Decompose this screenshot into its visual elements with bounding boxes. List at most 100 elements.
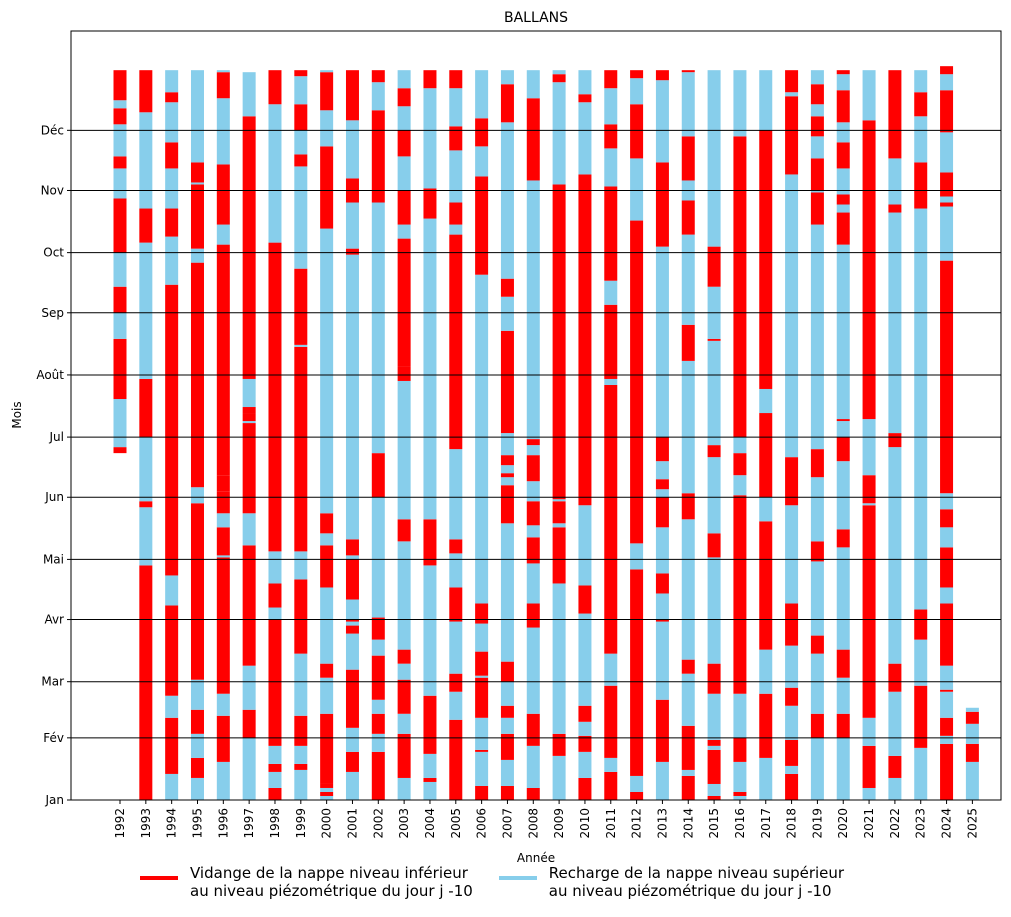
bar-segment-2000-vidange — [320, 146, 334, 229]
bar-segment-2007-vidange — [500, 455, 514, 466]
bar-segment-2010-recharge — [578, 613, 592, 706]
bar-segment-2017-vidange — [759, 521, 773, 650]
bar-segment-2024-vidange — [940, 547, 954, 588]
legend-item-vidange: Vidange de la nappe niveau inférieur au … — [140, 864, 473, 900]
bar-segment-2005-vidange — [449, 539, 463, 554]
bar-segment-2003-recharge — [397, 541, 411, 650]
bar-segment-2007-recharge — [500, 717, 514, 734]
bar-segment-1997-vidange — [242, 116, 256, 379]
bar-segment-2023-recharge — [914, 70, 928, 93]
bar-segment-2021-vidange — [862, 745, 876, 788]
bar-segment-2011-vidange — [604, 186, 618, 281]
bar-segment-2020-vidange — [836, 713, 850, 738]
bar-segment-2000-vidange — [320, 72, 334, 111]
bar-segment-2015-recharge — [707, 557, 721, 664]
bar-segment-2009-recharge — [552, 583, 566, 734]
bar-segment-2018-recharge — [785, 705, 799, 740]
y-tick-label: Août — [36, 368, 64, 382]
x-tick-label: 2017 — [759, 808, 773, 839]
bar-segment-2015-recharge — [707, 783, 721, 796]
bar-segment-2013-vidange — [655, 573, 669, 594]
bar-segment-2000-recharge — [320, 110, 334, 147]
bar-segment-1999-vidange — [294, 104, 308, 131]
bar-segment-2020-recharge — [836, 168, 850, 195]
bar-segment-2010-vidange — [578, 174, 592, 506]
bar-segment-2002-vidange — [371, 617, 385, 640]
bar-segment-2014-vidange — [681, 775, 695, 800]
bar-segment-2015-vidange — [707, 663, 721, 694]
bar-segment-2003-recharge — [397, 663, 411, 680]
x-tick-label: 2023 — [914, 808, 928, 839]
bar-segment-1999-vidange — [294, 715, 308, 746]
bar-segment-2006-recharge — [475, 274, 489, 604]
x-tick-label: 2024 — [940, 808, 954, 839]
bar-segment-2005-recharge — [449, 553, 463, 588]
bar-segment-1998-vidange — [268, 242, 282, 552]
bar-segment-2003-recharge — [397, 106, 411, 131]
x-tick-label: 1993 — [139, 808, 153, 839]
bar-segment-2004-recharge — [423, 88, 437, 189]
bar-segment-2000-vidange — [320, 791, 334, 796]
x-tick-label: 2018 — [785, 808, 799, 839]
bar-segment-1996-recharge — [216, 224, 230, 245]
bar-segment-2013-vidange — [655, 619, 669, 622]
bar-segment-2021-vidange — [862, 120, 876, 420]
x-tick-label: 2020 — [836, 808, 850, 839]
bar-segment-2024-vidange — [940, 260, 954, 494]
bar-segment-1997-vidange — [242, 545, 256, 666]
bar-segment-2006-vidange — [475, 603, 489, 624]
bar-segment-2009-recharge — [552, 70, 566, 75]
bar-segment-2001-recharge — [345, 771, 359, 800]
legend-line-1: Vidange de la nappe niveau inférieur — [190, 864, 468, 882]
bar-segment-2023-recharge — [914, 116, 928, 163]
bar-segment-2011-recharge — [604, 88, 618, 125]
bar-segment-2010-vidange — [578, 705, 592, 722]
bar-segment-2017-vidange — [759, 693, 773, 758]
bar-segment-2016-vidange — [733, 136, 747, 438]
bar-segment-1996-vidange — [216, 72, 230, 99]
bar-segment-2008-vidange — [526, 787, 540, 800]
x-tick-label: 2010 — [578, 808, 592, 839]
bar-segment-2008-recharge — [526, 481, 540, 502]
bar-segment-2005-recharge — [449, 621, 463, 674]
bar-segment-2007-vidange — [500, 733, 514, 760]
bar-segment-2001-vidange — [345, 559, 359, 600]
bar-segment-2020-recharge — [836, 122, 850, 143]
bar-segment-1997-vidange — [242, 423, 256, 514]
x-tick-label: 2002 — [371, 808, 385, 839]
bar-segment-1994-vidange — [165, 92, 179, 103]
bar-segment-1999-vidange — [294, 268, 308, 345]
bar-segment-1997-recharge — [242, 421, 256, 424]
bar-segment-2021-vidange — [862, 505, 876, 718]
bar-segment-2010-vidange — [578, 94, 592, 103]
bar-segment-2012-vidange — [630, 70, 644, 79]
bar-segment-2024-vidange — [940, 603, 954, 666]
bar-segment-2011-recharge — [604, 757, 618, 772]
bar-segment-2016-recharge — [733, 761, 747, 792]
bar-segment-1992-recharge — [113, 168, 127, 199]
bar-segment-1998-vidange — [268, 583, 282, 608]
bar-segment-1994-vidange — [165, 284, 179, 576]
bar-segment-1996-vidange — [216, 715, 230, 762]
y-tick-label: Jan — [45, 793, 65, 807]
bar-segment-2007-recharge — [500, 523, 514, 662]
bar-segment-1996-vidange — [216, 475, 230, 492]
y-tick-label: Oct — [43, 246, 64, 260]
bar-segment-1993-vidange — [139, 501, 153, 508]
bar-segment-2017-recharge — [759, 70, 773, 131]
legend-line-2: au niveau piézométrique du jour j -10 — [548, 882, 832, 900]
bar-segment-1999-vidange — [294, 763, 308, 770]
bar-segment-1995-recharge — [190, 777, 204, 800]
bar-segment-2013-vidange — [655, 699, 669, 762]
bar-segment-1997-recharge — [242, 378, 256, 408]
bar-segment-1999-recharge — [294, 76, 308, 105]
legend-swatch-recharge — [498, 876, 537, 880]
bar-segment-2019-recharge — [810, 561, 824, 636]
bar-segment-2020-recharge — [836, 421, 850, 438]
bar-segment-2019-vidange — [810, 158, 824, 191]
bar-segment-1998-recharge — [268, 745, 282, 764]
bar-segment-2024-vidange — [940, 509, 954, 528]
bar-segment-1993-vidange — [139, 378, 153, 438]
bar-segment-2007-recharge — [500, 681, 514, 706]
bar-segment-2008-vidange — [526, 455, 540, 482]
